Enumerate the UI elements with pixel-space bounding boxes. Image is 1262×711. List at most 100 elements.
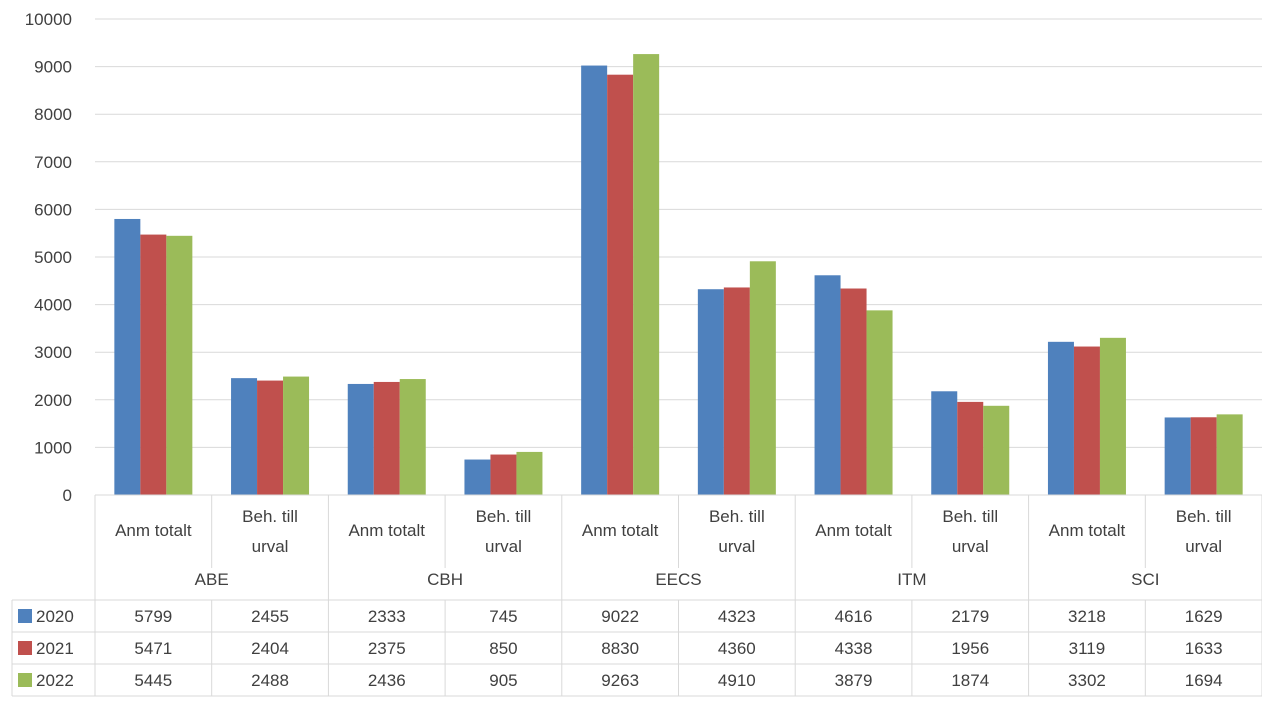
x-subcategory-label: Anm totalt: [348, 521, 425, 540]
bar-2020: [114, 218, 141, 496]
table-cell: 5471: [134, 639, 172, 658]
table-row: 2021 5471 2404 2375 850 8830 4360 4338 1956 3119 1…: [18, 639, 1223, 658]
table-cell: 4323: [718, 607, 756, 626]
table-cell: 4360: [718, 639, 756, 658]
table-cell: 3119: [1069, 639, 1106, 658]
y-axis: 0 1000 2000 3000 4000 5000 6000 7000 8000 9000 100…: [25, 10, 72, 505]
y-tick-label: 9000: [34, 58, 72, 77]
x-group-label: ITM: [897, 570, 926, 589]
y-tick-label: 3000: [34, 343, 72, 362]
x-subcategory-label: Anm totalt: [582, 521, 659, 540]
x-group-label: EECS: [655, 570, 701, 589]
table-cell: 8830: [601, 639, 639, 658]
bars: [114, 54, 1243, 496]
bar-2021: [723, 287, 750, 495]
bar-2022: [1216, 414, 1243, 495]
table-cell: 2455: [251, 607, 289, 626]
bar-2021: [1190, 417, 1217, 495]
bar-2020: [581, 65, 608, 496]
bar-2020: [697, 289, 724, 495]
bar-2022: [633, 54, 660, 495]
bar-2020: [814, 275, 841, 495]
bar-2020: [464, 459, 491, 495]
x-subcategory-label: Beh. till urval: [242, 507, 298, 556]
x-subcategory-label: Anm totalt: [815, 521, 892, 540]
data-table: 2020 5799 2455 2333 745 9022 4323 4616 2179 3218 1…: [11, 599, 1262, 697]
x-group-label: CBH: [427, 570, 463, 589]
table-cell: 1874: [951, 671, 989, 690]
bar-2021: [957, 401, 984, 495]
table-cell: 850: [489, 639, 517, 658]
table-cell: 3879: [835, 671, 873, 690]
table-cell: 4910: [718, 671, 756, 690]
bar-2022: [1099, 337, 1126, 495]
table-cell: 5799: [134, 607, 172, 626]
table-cell: 9022: [601, 607, 639, 626]
table-cell: 2179: [951, 607, 989, 626]
bar-2021: [1073, 346, 1100, 495]
bar-2021: [373, 381, 400, 495]
x-subcategory-label: Beh. till urval: [1176, 507, 1232, 556]
y-tick-label: 5000: [34, 248, 72, 267]
bar-2022: [283, 376, 310, 495]
x-subcategory-label: Beh. till urval: [709, 507, 765, 556]
table-cell: 1629: [1185, 607, 1223, 626]
x-subcategory-label: Beh. till urval: [476, 507, 532, 556]
bar-2020: [231, 378, 258, 495]
y-tick-label: 10000: [25, 10, 72, 29]
bar-2022: [983, 405, 1010, 495]
table-cell: 1694: [1185, 671, 1223, 690]
x-subcategory-label: Anm totalt: [115, 521, 192, 540]
legend-series-name: 2022: [36, 671, 74, 690]
table-cell: 745: [489, 607, 517, 626]
y-tick-label: 4000: [34, 296, 72, 315]
y-tick-label: 7000: [34, 153, 72, 172]
y-tick-label: 2000: [34, 391, 72, 410]
bar-2021: [840, 288, 867, 495]
table-cell: 4338: [835, 639, 873, 658]
bar-2020: [931, 391, 958, 495]
table-cell: 905: [489, 671, 517, 690]
legend-key: [18, 609, 32, 623]
y-tick-label: 6000: [34, 200, 72, 219]
table-cell: 3218: [1068, 607, 1106, 626]
table-cell: 5445: [134, 671, 172, 690]
legend-series-name: 2020: [36, 607, 74, 626]
bar-2020: [347, 383, 374, 495]
x-subcategory-label: Anm totalt: [1049, 521, 1126, 540]
legend-key: [18, 673, 32, 687]
y-tick-label: 1000: [34, 438, 72, 457]
legend-series-name: 2021: [36, 639, 74, 658]
table-row: 2020 5799 2455 2333 745 9022 4323 4616 2179 3218 1…: [18, 607, 1223, 626]
x-axis: Anm totalt Beh. till urval Anm totalt Beh. t…: [94, 494, 1262, 600]
bar-2021: [140, 234, 167, 496]
bar-2020: [1047, 341, 1074, 495]
bar-2020: [1164, 417, 1191, 495]
table-cell: 1956: [951, 639, 989, 658]
bar-2021: [607, 74, 634, 495]
bar-2022: [399, 379, 426, 495]
table-cell: 4616: [835, 607, 873, 626]
y-tick-label: 0: [63, 486, 72, 505]
x-group-label: SCI: [1131, 570, 1159, 589]
x-group-label: ABE: [195, 570, 229, 589]
table-cell: 2436: [368, 671, 406, 690]
table-cell: 2333: [368, 607, 406, 626]
table-cell: 2375: [368, 639, 406, 658]
bar-2021: [490, 454, 517, 495]
bar-2021: [257, 380, 284, 495]
bar-2022: [166, 235, 193, 495]
table-cell: 2488: [251, 671, 289, 690]
x-subcategory-label: Beh. till urval: [942, 507, 998, 556]
table-row: 2022 5445 2488 2436 905 9263 4910 3879 1874 3302 1…: [18, 671, 1223, 690]
table-cell: 3302: [1068, 671, 1106, 690]
table-cell: 2404: [251, 639, 289, 658]
table-cell: 1633: [1185, 639, 1223, 658]
legend-key: [18, 641, 32, 655]
table-cell: 9263: [601, 671, 639, 690]
bar-2022: [749, 261, 776, 495]
bar-2022: [516, 451, 543, 495]
y-tick-label: 8000: [34, 105, 72, 124]
bar-2022: [866, 310, 893, 495]
